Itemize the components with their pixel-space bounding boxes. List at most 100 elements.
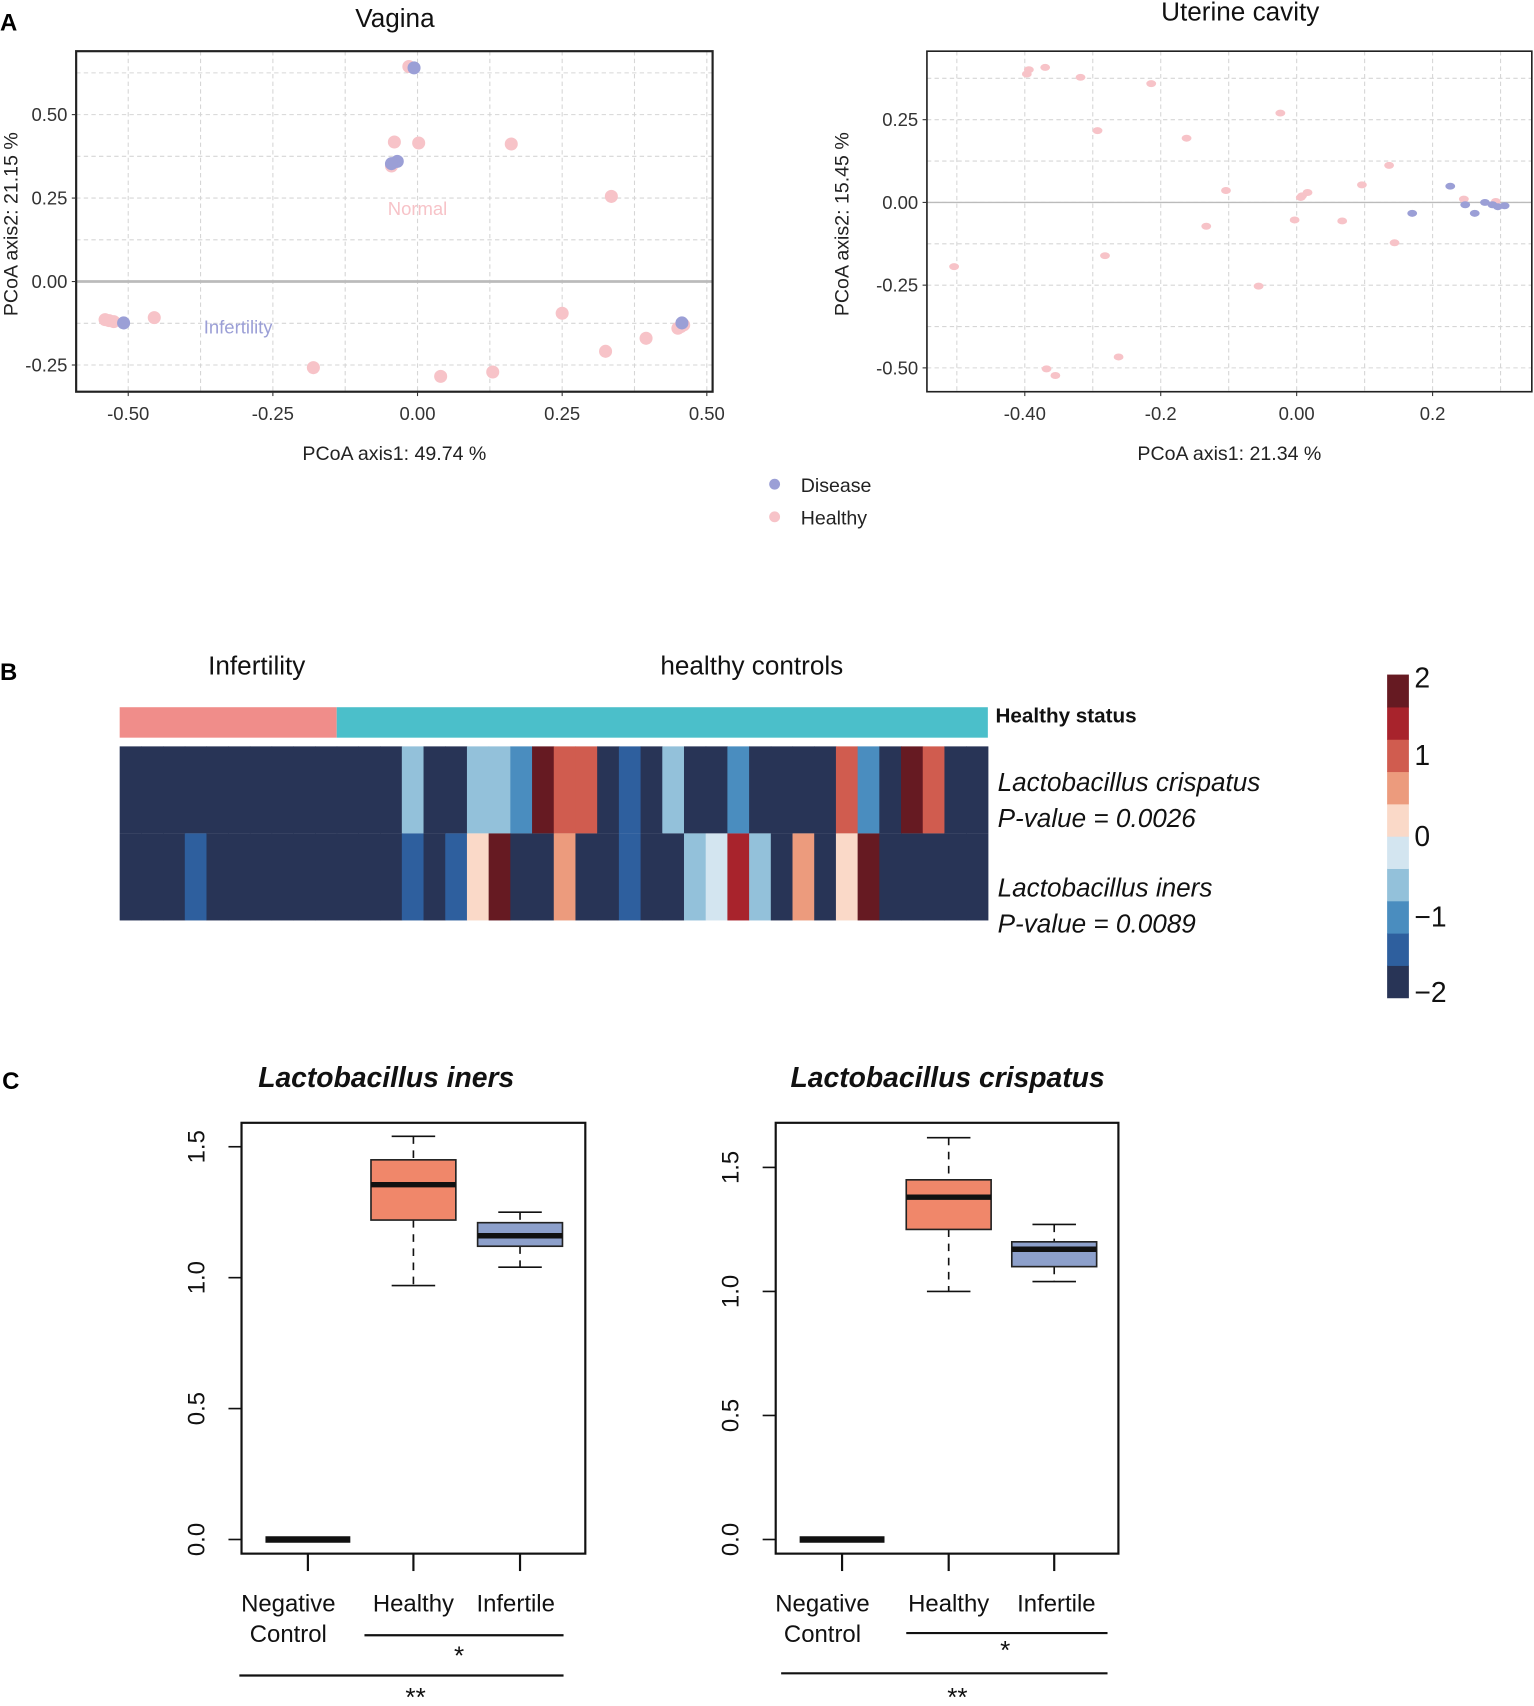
heatmap-cell — [814, 746, 837, 834]
category-label: Infertile — [476, 1590, 554, 1617]
point-healthy — [306, 361, 320, 375]
group-annotation: Infertility — [204, 316, 274, 337]
y-tick-label: 1.5 — [718, 1151, 745, 1184]
heatmap-cell — [249, 746, 273, 834]
heatmap-cell — [466, 833, 490, 921]
heatmap-cell — [445, 833, 468, 921]
y-axis-label: PCoA axis2: 15.45 % — [832, 132, 854, 316]
heatmap-cell — [966, 746, 989, 834]
heatmap-cell — [662, 833, 685, 921]
point-disease — [1469, 209, 1480, 217]
heatmap-cell — [271, 833, 294, 921]
heatmap-cell — [770, 833, 794, 921]
pcoa-plot-0: -0.50 -0.25 0.00 0.25 0.50 0.50 0.25 0.00 -0.25 V… — [0, 3, 724, 465]
heatmap-cell — [944, 833, 967, 921]
heatmap-cell — [575, 746, 598, 834]
group-label-infertility: Infertility — [208, 651, 305, 681]
legend-disease-marker — [769, 478, 781, 490]
heatmap-cell — [119, 746, 142, 834]
heatmap-cell — [879, 746, 902, 834]
heatmap-cell — [857, 833, 880, 921]
row-pvalue: P-value = 0.0026 — [998, 803, 1197, 833]
point-disease — [384, 157, 399, 171]
heatmap-cell — [727, 833, 750, 921]
point-healthy — [1302, 189, 1313, 196]
heatmap-cell — [336, 746, 359, 834]
heatmap-cell — [510, 746, 533, 834]
boxplot-title: Lactobacillus crispatus — [791, 1061, 1105, 1093]
plot-title: Uterine cavity — [1161, 0, 1319, 27]
heatmap-cell — [423, 833, 446, 921]
heatmap-cell — [857, 746, 880, 834]
heatmap-cell — [206, 746, 229, 834]
plot-background — [76, 51, 713, 392]
heatmap-cell — [749, 746, 772, 834]
colorbar-bin — [1387, 674, 1409, 708]
y-tick-label: -0.25 — [876, 275, 918, 296]
y-tick-label: 0.50 — [31, 104, 67, 125]
colorbar-tick-label: 1 — [1414, 739, 1430, 771]
point-healthy — [1100, 252, 1110, 260]
point-healthy — [1289, 216, 1300, 224]
point-disease — [407, 61, 421, 75]
significance-label: ** — [947, 1682, 967, 1706]
point-healthy — [1221, 187, 1231, 194]
heatmap-cell — [228, 833, 251, 921]
point-healthy — [604, 189, 618, 203]
heatmap-cell — [553, 833, 577, 921]
group-label-healthy: healthy controls — [660, 651, 843, 681]
heatmap-cell — [488, 833, 511, 921]
box — [370, 1159, 457, 1221]
y-tick-label: 0.5 — [184, 1392, 211, 1425]
boxplot-4: Lactobacillus crispatus 0.0 0.5 1.0 1.5 Negat… — [718, 1061, 1120, 1706]
heatmap-cell — [401, 833, 425, 921]
heatmap-cell — [879, 833, 902, 921]
heatmap-cell — [597, 746, 620, 834]
heatmap-cell — [358, 746, 381, 834]
point-healthy — [1337, 217, 1348, 225]
point-healthy — [639, 331, 653, 345]
point-disease — [675, 316, 689, 330]
heatmap-cell — [488, 746, 511, 834]
y-tick-label: 1.5 — [184, 1130, 211, 1163]
heatmap-cell — [727, 746, 750, 834]
heatmap-cell — [662, 746, 685, 834]
point-healthy — [1295, 193, 1306, 201]
heatmap-cell — [705, 746, 728, 834]
heatmap-cell — [618, 833, 642, 921]
panel-label-a: A — [0, 10, 17, 37]
significance-label: * — [454, 1641, 464, 1671]
category-label: Control — [784, 1621, 861, 1648]
category-label: Control — [250, 1621, 327, 1648]
heatmap: Infertility healthy controls Healthy statu… — [119, 651, 1447, 1008]
plot-frame — [926, 50, 1533, 393]
point-healthy — [1075, 73, 1086, 81]
point-healthy — [1092, 127, 1103, 135]
x-tick-label: -0.25 — [252, 403, 294, 424]
y-axis-label: PCoA axis2: 21.15 % — [0, 132, 22, 316]
plot-frame — [75, 50, 714, 393]
category-label: Healthy — [908, 1590, 989, 1617]
heatmap-cell — [228, 746, 251, 834]
colorbar-bin — [1387, 965, 1409, 999]
point-healthy — [412, 136, 426, 150]
x-tick-label: 0.00 — [1279, 403, 1315, 424]
heatmap-cell — [835, 833, 859, 921]
heatmap-cell — [597, 833, 620, 921]
heatmap-cell — [141, 833, 164, 921]
heatmap-cell — [141, 746, 164, 834]
heatmap-cell — [553, 746, 577, 834]
heatmap-cell — [835, 746, 859, 834]
point-healthy — [1181, 134, 1192, 142]
heatmap-cell — [380, 746, 403, 834]
heatmap-cell — [315, 833, 338, 921]
category-label: Negative — [775, 1590, 869, 1617]
heatmap-cell — [163, 833, 186, 921]
heatmap-cell — [163, 746, 186, 834]
heatmap-cell — [814, 833, 837, 921]
colorbar-bin — [1387, 739, 1409, 773]
point-healthy — [147, 311, 161, 325]
heatmap-cell — [271, 746, 294, 834]
heatmap-cell — [770, 746, 794, 834]
point-healthy — [1023, 66, 1034, 74]
